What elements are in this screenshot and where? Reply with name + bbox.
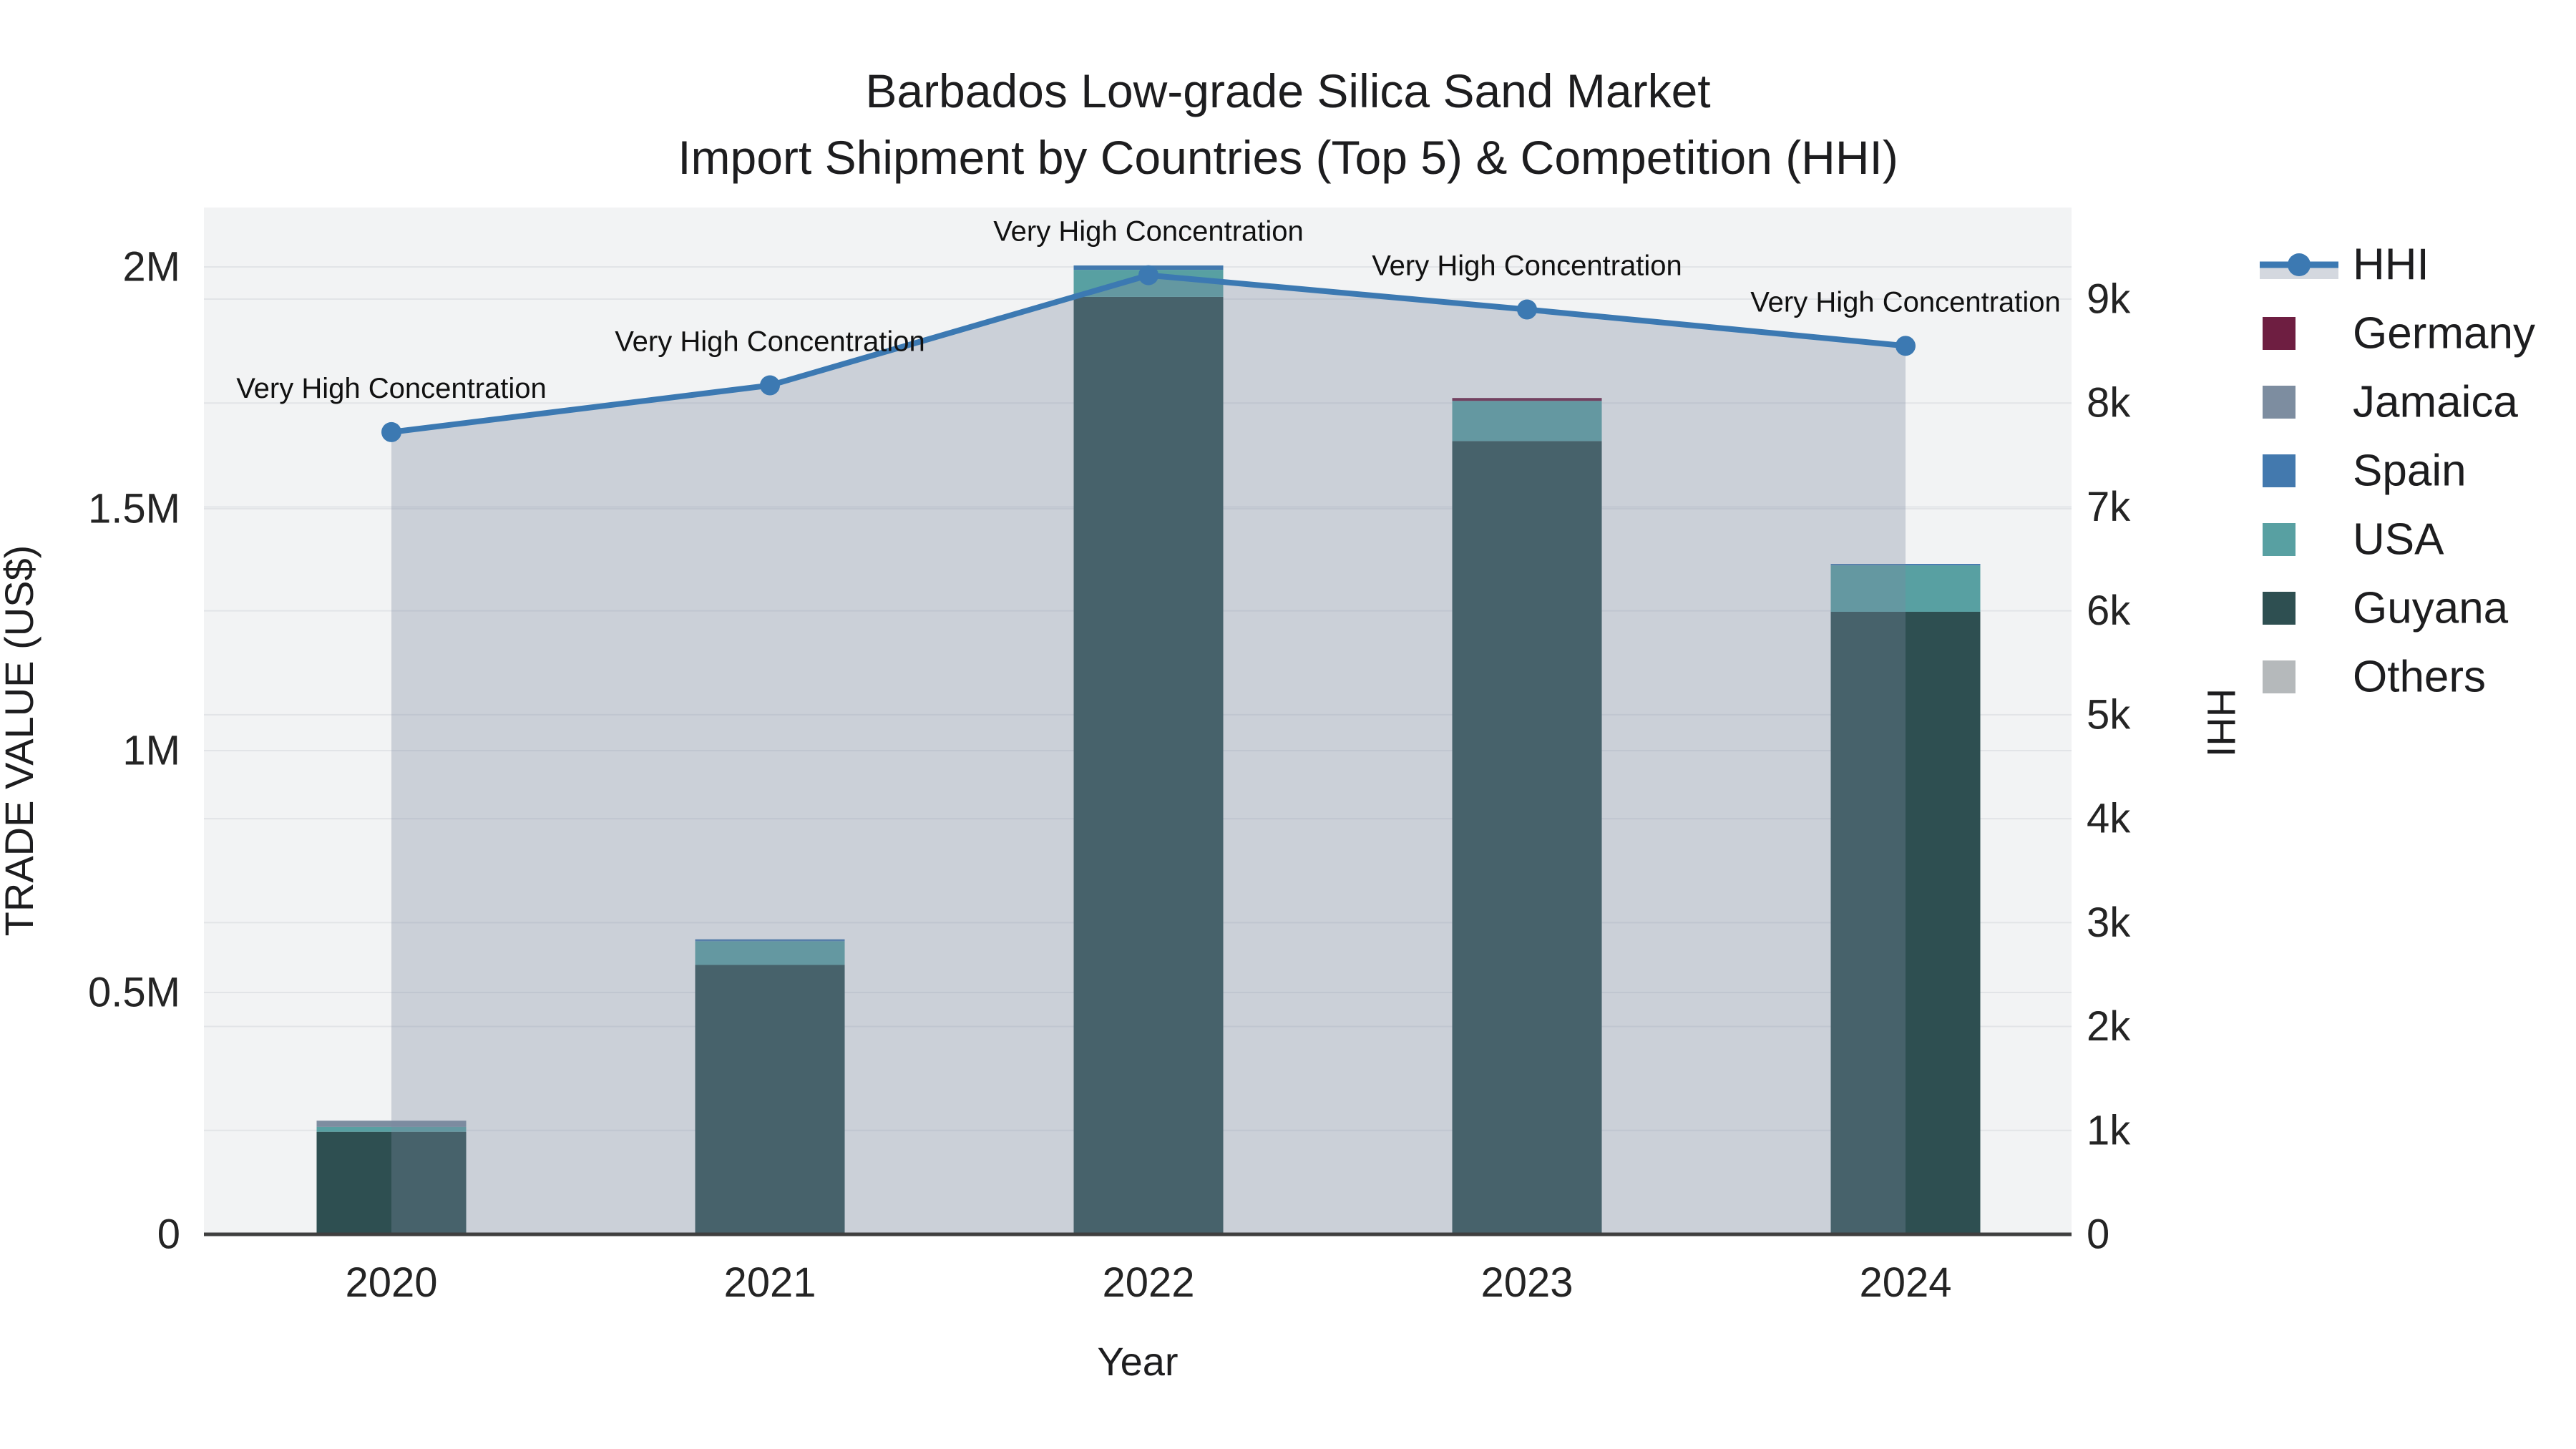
annotation-2020: Very High Concentration [236, 373, 547, 404]
tick-label-layer: 0 0.5M 1M 1.5M 2M 0 1k 2k 3k 4k 5k 6k 7k 8k 9k 2020 2021… [88, 244, 2131, 1307]
hhi-marker-2020 [381, 421, 401, 442]
x-axis-title: Year [1097, 1339, 1178, 1384]
legend-item-others[interactable]: Others [2263, 653, 2486, 702]
x-tick-2020: 2020 [345, 1259, 437, 1306]
bar-segment-germany-2023 [1452, 398, 1602, 401]
legend-swatch-jamaica [2263, 386, 2296, 419]
y-left-tick-1M: 1M [122, 728, 180, 774]
bar-segment-spain-2024 [1830, 564, 1981, 566]
chart-title: Barbados Low-grade Silica Sand Market Im… [678, 64, 1898, 184]
legend-swatch-guyana [2263, 592, 2296, 625]
hhi-area-layer [391, 275, 1906, 1234]
bar-segment-guyana-2020 [316, 1131, 467, 1234]
x-tick-2024: 2024 [1859, 1259, 1951, 1306]
hhi-marker-2022 [1138, 265, 1158, 286]
y-right-tick-4k: 4k [2087, 796, 2131, 842]
legend-item-usa[interactable]: USA [2263, 515, 2444, 565]
bar-segment-usa-2023 [1452, 401, 1602, 441]
legend-item-jamaica[interactable]: Jamaica [2263, 378, 2518, 427]
y-left-axis-title: TRADE VALUE (US$) [0, 545, 42, 937]
legend-item-spain[interactable]: Spain [2263, 447, 2467, 496]
y-right-tick-2k: 2k [2087, 1003, 2131, 1050]
y-right-tick-7k: 7k [2087, 484, 2131, 530]
y-left-tick-0.5M: 0.5M [88, 970, 180, 1016]
y-right-tick-6k: 6k [2087, 587, 2131, 634]
y-left-tick-0: 0 [157, 1211, 180, 1258]
legend-item-guyana[interactable]: Guyana [2263, 584, 2509, 633]
y-right-tick-5k: 5k [2087, 691, 2131, 738]
bar-segment-jamaica-2020 [316, 1121, 467, 1127]
legend-swatch-spain [2263, 454, 2296, 487]
y-left-tick-2M: 2M [122, 244, 180, 291]
legend-label-germany: Germany [2353, 309, 2535, 358]
bar-segment-guyana-2023 [1452, 441, 1602, 1234]
legend-label-guyana: Guyana [2353, 584, 2509, 633]
legend-swatch-usa [2263, 523, 2296, 556]
y-right-tick-9k: 9k [2087, 276, 2131, 323]
hhi-line-layer [381, 265, 1916, 442]
annotation-2021: Very High Concentration [615, 326, 925, 358]
bar-segment-guyana-2021 [695, 965, 845, 1234]
legend-item-germany[interactable]: Germany [2263, 309, 2535, 358]
y-left-tick-1.5M: 1.5M [88, 486, 180, 532]
y-right-tick-3k: 3k [2087, 899, 2131, 946]
hhi-marker-2023 [1517, 299, 1537, 320]
hhi-area-fill [391, 275, 1906, 1234]
bar-segment-usa-2020 [316, 1126, 467, 1132]
bar-segment-usa-2024 [1830, 565, 1981, 612]
y-right-tick-1k: 1k [2087, 1107, 2131, 1153]
legend-label-jamaica: Jamaica [2353, 378, 2518, 427]
bar-segment-guyana-2022 [1073, 296, 1224, 1234]
chart-title-line1: Barbados Low-grade Silica Sand Market [865, 64, 1710, 117]
legend-swatch-others [2263, 660, 2296, 693]
legend-label-others: Others [2353, 653, 2486, 702]
legend-hhi-marker [2288, 253, 2311, 276]
chart-title-line2: Import Shipment by Countries (Top 5) & C… [678, 131, 1898, 184]
legend: HHI Germany Jamaica Spain USA Guyana Others [2260, 240, 2535, 702]
x-tick-2021: 2021 [723, 1259, 816, 1306]
annotation-2023: Very High Concentration [1372, 250, 1682, 282]
annotation-2024: Very High Concentration [1750, 286, 2061, 318]
legend-item-hhi[interactable]: HHI [2260, 240, 2429, 290]
bar-segment-guyana-2024 [1830, 611, 1981, 1234]
x-tick-2022: 2022 [1102, 1259, 1194, 1306]
x-tick-2023: 2023 [1480, 1259, 1573, 1306]
legend-label-usa: USA [2353, 515, 2444, 565]
y-right-tick-8k: 8k [2087, 380, 2131, 426]
y-right-tick-0: 0 [2087, 1211, 2109, 1258]
hhi-marker-2024 [1896, 336, 1916, 356]
legend-label-spain: Spain [2353, 447, 2467, 496]
annotation-layer: Very High Concentration Very High Concent… [236, 216, 2061, 404]
hhi-marker-2021 [760, 375, 780, 396]
legend-swatch-germany [2263, 317, 2296, 350]
annotation-2022: Very High Concentration [993, 216, 1304, 248]
y-right-axis-title: HHI [2199, 688, 2244, 757]
bar-segment-usa-2021 [695, 941, 845, 965]
bar-layer [316, 265, 1981, 1234]
bar-segment-spain-2021 [695, 939, 845, 942]
legend-label-hhi: HHI [2353, 240, 2429, 290]
